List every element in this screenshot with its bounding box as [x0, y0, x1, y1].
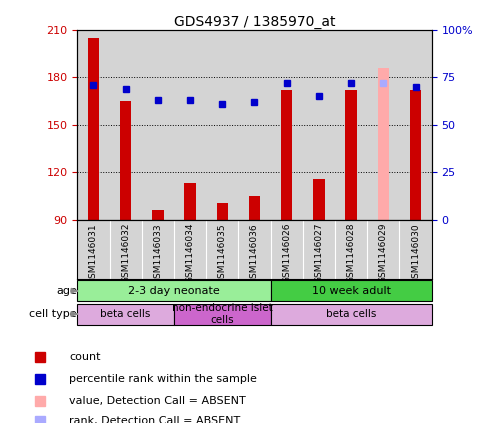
Text: GSM1146029: GSM1146029	[379, 223, 388, 283]
Bar	[217, 203, 228, 220]
Bar	[152, 211, 164, 220]
Bar	[249, 196, 260, 220]
Bar	[303, 30, 335, 220]
Bar	[142, 30, 174, 220]
Text: cell type: cell type	[29, 309, 77, 319]
Text: non-endocrine islet
cells: non-endocrine islet cells	[172, 303, 272, 325]
Bar	[335, 30, 367, 220]
Text: beta cells: beta cells	[326, 309, 376, 319]
Text: 10 week adult: 10 week adult	[311, 286, 391, 296]
Text: percentile rank within the sample: percentile rank within the sample	[69, 374, 257, 384]
Text: rank, Detection Call = ABSENT: rank, Detection Call = ABSENT	[69, 416, 241, 423]
Text: value, Detection Call = ABSENT: value, Detection Call = ABSENT	[69, 396, 246, 406]
Bar	[367, 30, 399, 220]
Bar	[174, 304, 270, 324]
Bar	[206, 30, 239, 220]
Bar	[77, 30, 110, 220]
Bar	[185, 184, 196, 220]
Bar	[270, 280, 432, 301]
Bar	[313, 179, 324, 220]
Bar	[270, 304, 432, 324]
Text: count: count	[69, 352, 101, 362]
Text: GSM1146032: GSM1146032	[121, 223, 130, 283]
Text: GSM1146028: GSM1146028	[347, 223, 356, 283]
Text: GSM1146035: GSM1146035	[218, 223, 227, 283]
Text: GSM1146030: GSM1146030	[411, 223, 420, 283]
Bar	[399, 30, 432, 220]
Bar	[77, 304, 174, 324]
Text: GSM1146027: GSM1146027	[314, 223, 323, 283]
Text: 2-3 day neonate: 2-3 day neonate	[128, 286, 220, 296]
Bar	[345, 90, 357, 220]
Text: GSM1146026: GSM1146026	[282, 223, 291, 283]
Text: GSM1146031: GSM1146031	[89, 223, 98, 283]
Bar	[77, 280, 270, 301]
Bar	[239, 30, 270, 220]
Bar	[88, 38, 99, 220]
Text: GSM1146036: GSM1146036	[250, 223, 259, 283]
Bar	[378, 68, 389, 220]
Bar	[410, 90, 421, 220]
Title: GDS4937 / 1385970_at: GDS4937 / 1385970_at	[174, 14, 335, 29]
Text: GSM1146033: GSM1146033	[153, 223, 162, 283]
Bar	[120, 101, 131, 220]
Text: age: age	[56, 286, 77, 296]
Text: GSM1146034: GSM1146034	[186, 223, 195, 283]
Bar	[281, 90, 292, 220]
Bar	[110, 30, 142, 220]
Bar	[174, 30, 206, 220]
Text: beta cells: beta cells	[100, 309, 151, 319]
Bar	[270, 30, 303, 220]
